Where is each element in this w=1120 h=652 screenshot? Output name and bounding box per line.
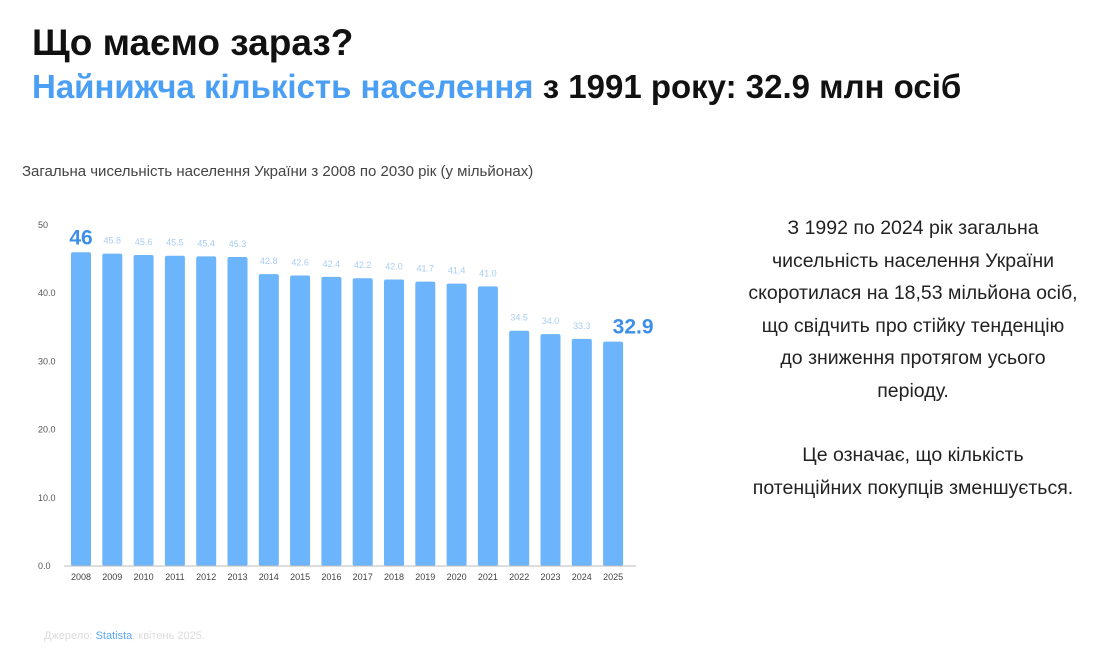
- x-tick-label: 2013: [227, 572, 247, 582]
- data-label: 45.6: [135, 237, 153, 247]
- source-link[interactable]: Statista: [95, 630, 133, 642]
- page-subtitle: Найнижча кількість населення з 1991 року…: [32, 68, 961, 106]
- bar: [384, 279, 404, 566]
- data-label: 45.4: [197, 238, 215, 248]
- data-label: 42.8: [260, 256, 278, 266]
- source-suffix: , квітень 2025.: [132, 630, 205, 642]
- side-paragraph-2: Це означає, що кількість потенційних пок…: [752, 444, 1074, 499]
- x-tick-label: 2023: [540, 572, 560, 582]
- bar-chart: 0.0 10.0 20.0 30.0 40.0 50 46 2008 45.8 2009 45.6 2…: [38, 220, 654, 582]
- data-label: 42.2: [354, 260, 372, 270]
- data-label: 42.6: [291, 257, 309, 267]
- x-tick-label: 2021: [478, 572, 498, 582]
- data-label: 34.0: [542, 316, 560, 326]
- bar: [227, 257, 248, 566]
- bar: [352, 278, 373, 566]
- x-tick-label: 2008: [71, 572, 91, 582]
- bar: [258, 274, 279, 566]
- y-tick-label: 50: [38, 220, 48, 230]
- bar: [133, 255, 154, 566]
- y-tick-label: 0.0: [38, 561, 51, 571]
- y-tick-label: 40.0: [38, 288, 56, 298]
- bar: [71, 252, 91, 566]
- bar: [196, 256, 217, 566]
- y-tick-label: 30.0: [38, 356, 56, 366]
- bar: [540, 334, 561, 566]
- x-tick-label: 2011: [165, 572, 184, 582]
- bar: [477, 286, 498, 566]
- bar: [509, 330, 530, 566]
- x-tick-label: 2012: [196, 572, 216, 582]
- data-label: 42.4: [323, 259, 341, 269]
- data-label: 33.3: [573, 321, 591, 331]
- x-tick-label: 2016: [321, 572, 341, 582]
- x-tick-label: 2014: [259, 572, 279, 582]
- side-text: З 1992 по 2024 рік загальна чисельність …: [748, 212, 1078, 536]
- x-tick-label: 2009: [102, 572, 122, 582]
- data-label: 41.0: [479, 268, 497, 278]
- x-tick-label: 2010: [134, 572, 154, 582]
- subtitle-highlight: Найнижча кількість населення: [32, 68, 534, 105]
- bar: [415, 281, 436, 566]
- bar: [164, 255, 185, 566]
- data-label: 41.7: [417, 264, 435, 274]
- bar: [321, 276, 342, 566]
- data-label: 41.4: [448, 266, 466, 276]
- subtitle-rest: з 1991 року: 32.9 млн осіб: [533, 68, 962, 105]
- data-label: 42.0: [385, 262, 403, 272]
- x-tick-label: 2024: [572, 572, 592, 582]
- source-note: Джерело: Statista, квітень 2025.: [44, 630, 205, 642]
- x-tick-label: 2025: [603, 572, 623, 582]
- data-label: 32.9: [613, 316, 654, 339]
- bar: [102, 253, 123, 567]
- x-tick-label: 2022: [509, 572, 529, 582]
- data-label: 45.8: [104, 236, 122, 246]
- x-tick-label: 2018: [384, 572, 404, 582]
- x-tick-label: 2015: [290, 572, 310, 582]
- page-title: Що маємо зараз?: [32, 22, 354, 63]
- bar: [571, 338, 592, 566]
- bar: [603, 341, 624, 566]
- bar: [446, 283, 467, 566]
- bar: [290, 275, 311, 566]
- x-tick-label: 2017: [353, 572, 373, 582]
- data-label: 46: [69, 226, 92, 249]
- x-tick-label: 2020: [447, 572, 467, 582]
- side-paragraph-1: З 1992 по 2024 рік загальна чисельність …: [748, 217, 1078, 402]
- data-label: 45.3: [229, 239, 247, 249]
- y-tick-label: 10.0: [38, 493, 56, 503]
- y-tick-label: 20.0: [38, 425, 56, 435]
- source-prefix: Джерело:: [44, 630, 96, 642]
- data-label: 45.5: [166, 238, 184, 248]
- data-label: 34.5: [510, 313, 528, 323]
- chart-title: Загальна чисельність населення України з…: [22, 163, 534, 180]
- x-tick-label: 2019: [415, 572, 435, 582]
